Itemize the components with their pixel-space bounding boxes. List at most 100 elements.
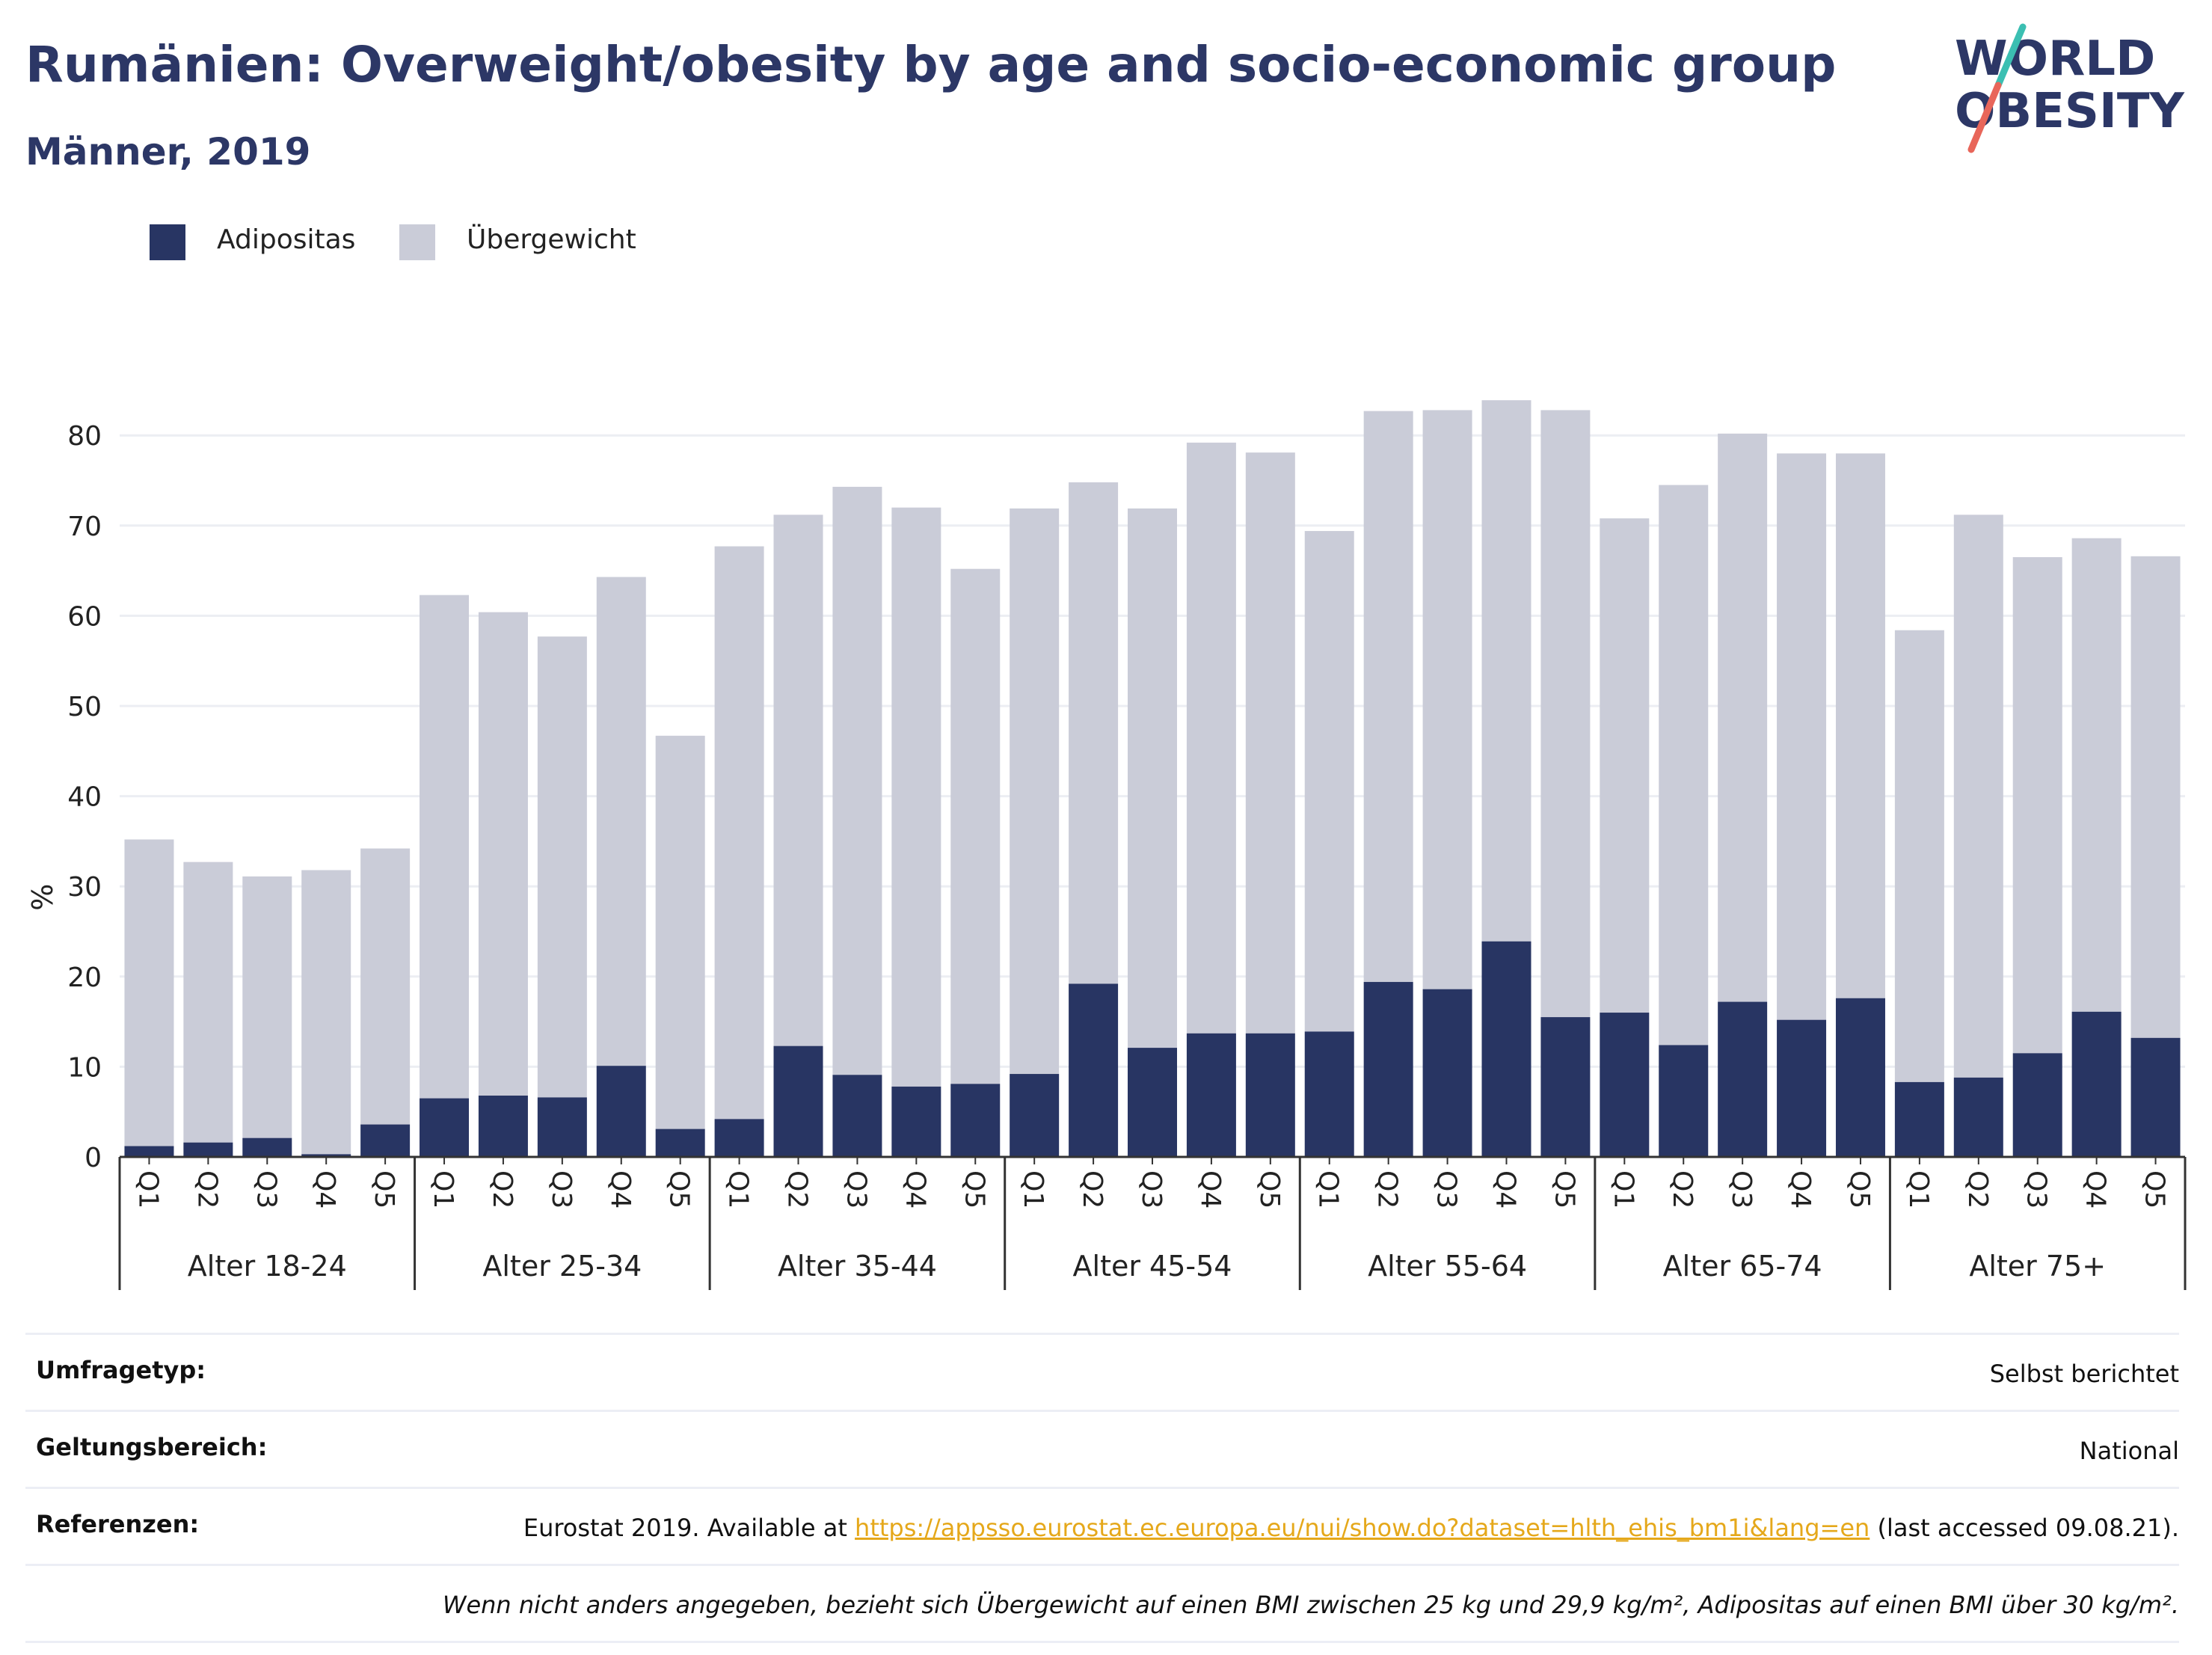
bar-uebergewicht: [832, 486, 882, 1075]
x-tick-label: Q2: [1667, 1170, 1698, 1209]
bar-uebergewicht: [891, 507, 941, 1087]
info-value-umfragetyp: Selbst berichtet: [1989, 1360, 2179, 1388]
bar-adipositas: [832, 1075, 882, 1157]
group-label: Alter 75+: [1969, 1250, 2106, 1283]
info-label-geltungsbereich: Geltungsbereich:: [36, 1433, 268, 1461]
bar-adipositas: [1128, 1048, 1177, 1157]
bar-adipositas: [1953, 1077, 2003, 1157]
x-tick-label: Q2: [191, 1170, 222, 1209]
bar-adipositas: [1600, 1013, 1650, 1157]
bar-adipositas: [1010, 1074, 1060, 1157]
bar-adipositas: [420, 1098, 470, 1157]
bar-uebergewicht: [242, 876, 292, 1138]
legend-swatch-adipositas: [150, 224, 185, 260]
x-tick-label: Q4: [1195, 1170, 1226, 1209]
bar-adipositas: [1659, 1045, 1709, 1157]
bar-uebergewicht: [655, 735, 705, 1129]
bar-adipositas: [1894, 1081, 1944, 1157]
x-tick-label: Q1: [1608, 1170, 1638, 1209]
logo-slash-red: [1967, 82, 2002, 153]
bar-adipositas: [1777, 1019, 1827, 1157]
bar-adipositas: [1245, 1033, 1295, 1157]
bar-uebergewicht: [1069, 482, 1119, 984]
bar-adipositas: [124, 1146, 174, 1157]
legend-label-uebergewicht: Übergewicht: [467, 224, 636, 255]
x-tick-label: Q5: [1254, 1170, 1285, 1209]
logo-slash-teal: [1994, 23, 2027, 89]
x-tick-label: Q2: [1372, 1170, 1403, 1209]
x-tick-label: Q2: [1962, 1170, 1993, 1209]
bar-uebergewicht: [183, 862, 233, 1143]
x-tick-label: Q3: [841, 1170, 871, 1209]
y-tick-label: 80: [67, 421, 102, 452]
y-tick-label: 60: [67, 601, 102, 632]
bar-adipositas: [1422, 989, 1472, 1157]
bar-adipositas: [2071, 1011, 2122, 1157]
y-tick-label: 50: [67, 692, 102, 722]
x-tick-label: Q4: [605, 1170, 636, 1209]
bar-adipositas: [655, 1129, 705, 1157]
info-label-umfragetyp: Umfragetyp:: [36, 1356, 206, 1384]
y-tick-label: 40: [67, 782, 102, 813]
x-tick-label: Q5: [369, 1170, 399, 1209]
x-tick-label: Q1: [723, 1170, 754, 1209]
y-tick-label: 30: [67, 872, 102, 903]
bar-adipositas: [478, 1095, 528, 1157]
info-row-note: Wenn nicht anders angegeben, bezieht sic…: [25, 1564, 2179, 1643]
x-tick-label: Q5: [1844, 1170, 1875, 1209]
x-tick-label: Q4: [1785, 1170, 1816, 1209]
bar-adipositas: [1186, 1033, 1236, 1157]
x-tick-label: Q3: [546, 1170, 577, 1209]
bar-adipositas: [1481, 941, 1531, 1157]
x-tick-label: Q1: [1018, 1170, 1048, 1209]
bar-uebergewicht: [1540, 410, 1591, 1018]
y-axis-label: %: [26, 884, 59, 911]
y-tick-label: 20: [67, 962, 102, 993]
bar-adipositas: [2012, 1053, 2062, 1157]
bar-uebergewicht: [950, 568, 1001, 1084]
bar-uebergewicht: [1481, 400, 1531, 942]
bar-uebergewicht: [1777, 453, 1827, 1020]
reference-suffix: (last accessed 09.08.21).: [1870, 1514, 2179, 1542]
bar-uebergewicht: [1304, 531, 1354, 1032]
bar-uebergewicht: [1363, 411, 1413, 983]
x-tick-label: Q4: [1490, 1170, 1520, 1209]
bar-uebergewicht: [2130, 556, 2181, 1038]
x-tick-label: Q4: [310, 1170, 340, 1209]
x-tick-label: Q4: [900, 1170, 930, 1209]
page-subtitle: Männer, 2019: [25, 130, 311, 174]
bar-adipositas: [1069, 983, 1119, 1157]
bar-uebergewicht: [1953, 515, 2003, 1078]
x-tick-label: Q4: [2080, 1170, 2111, 1209]
bar-uebergewicht: [1835, 453, 1885, 998]
x-tick-label: Q3: [1431, 1170, 1462, 1209]
info-row-referenzen: Referenzen: Eurostat 2019. Available at …: [25, 1487, 2179, 1564]
x-tick-label: Q5: [664, 1170, 695, 1209]
y-tick-label: 70: [67, 512, 102, 542]
legend-label-adipositas: Adipositas: [217, 224, 356, 255]
world-obesity-logo: WORLD OBESITY: [1955, 23, 2184, 153]
group-label: Alter 45-54: [1073, 1250, 1232, 1283]
bar-adipositas: [537, 1097, 587, 1157]
bar-adipositas: [2130, 1037, 2181, 1157]
bar-uebergewicht: [1659, 485, 1709, 1045]
bar-adipositas: [596, 1066, 646, 1157]
y-tick-label: 0: [85, 1143, 102, 1173]
reference-link[interactable]: https://appsso.eurostat.ec.europa.eu/nui…: [855, 1514, 1870, 1542]
bar-adipositas: [242, 1137, 292, 1157]
info-value-referenzen: Eurostat 2019. Available at https://apps…: [25, 1489, 2179, 1564]
bar-adipositas: [183, 1142, 233, 1157]
x-tick-label: Q1: [1903, 1170, 1934, 1209]
x-tick-label: Q1: [1313, 1170, 1344, 1209]
x-tick-label: Q3: [1726, 1170, 1757, 1209]
bar-uebergewicht: [360, 848, 411, 1125]
x-tick-label: Q2: [782, 1170, 813, 1209]
info-value-geltungsbereich: National: [2079, 1437, 2179, 1465]
group-label: Alter 65-74: [1663, 1250, 1822, 1283]
bar-adipositas: [891, 1086, 941, 1157]
logo-text-world: WORLD: [1955, 31, 2155, 87]
page-title: Rumänien: Overweight/obesity by age and …: [25, 36, 1837, 93]
bar-uebergewicht: [714, 546, 764, 1120]
info-row-geltungsbereich: Geltungsbereich: National: [25, 1410, 2179, 1487]
reference-prefix: Eurostat 2019. Available at: [523, 1514, 855, 1542]
